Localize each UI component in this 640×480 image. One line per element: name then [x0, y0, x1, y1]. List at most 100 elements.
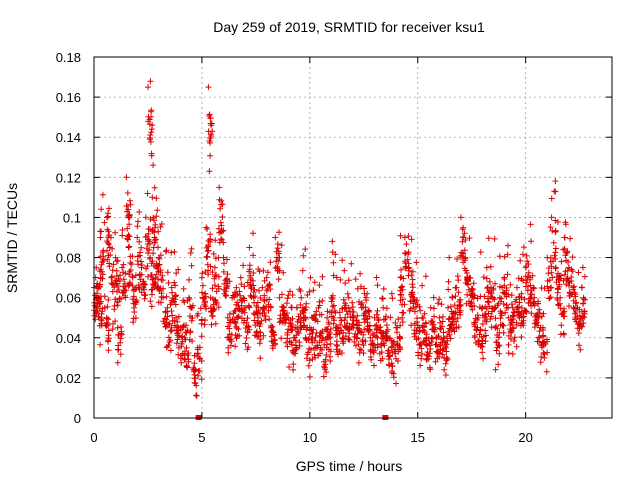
data-point [124, 225, 131, 232]
data-point [145, 226, 152, 232]
data-point [575, 269, 582, 276]
data-point [485, 299, 491, 305]
data-point [183, 322, 190, 329]
data-point [505, 332, 512, 339]
data-point [173, 340, 180, 347]
data-point [105, 347, 112, 354]
data-point [449, 316, 456, 323]
data-point [330, 272, 337, 279]
y-tick-label: 0 [74, 411, 81, 426]
data-point [524, 258, 531, 265]
data-point [238, 297, 245, 304]
data-point [342, 300, 348, 307]
data-point [234, 299, 241, 306]
data-point [106, 205, 112, 212]
data-point [353, 342, 359, 349]
data-point [482, 338, 489, 345]
data-point [108, 274, 115, 281]
data-point [405, 249, 412, 256]
data-point [187, 250, 194, 256]
data-point [147, 138, 154, 145]
plot-border [93, 56, 613, 419]
data-point [212, 296, 218, 303]
data-point [232, 343, 239, 350]
data-point [537, 359, 544, 366]
data-point [181, 299, 188, 306]
data-point [97, 234, 104, 241]
data-point [380, 285, 387, 292]
data-point [417, 307, 424, 314]
data-point [329, 249, 336, 256]
data-point [211, 282, 218, 289]
data-point [245, 344, 252, 351]
data-point [209, 313, 216, 320]
data-point [148, 286, 155, 293]
data-point [386, 353, 393, 360]
data-point [268, 338, 275, 345]
data-point [125, 214, 132, 221]
data-point [535, 334, 542, 341]
data-point [311, 279, 318, 286]
data-point [340, 296, 347, 303]
data-point [441, 339, 448, 346]
data-point [581, 273, 588, 280]
data-point [264, 269, 271, 276]
data-point [228, 338, 235, 345]
data-point [105, 213, 112, 220]
data-point [402, 258, 408, 265]
data-point [220, 227, 227, 234]
data-point [126, 221, 133, 228]
data-point [466, 235, 473, 242]
data-point [337, 314, 344, 321]
data-point [194, 351, 201, 357]
data-point [167, 347, 174, 354]
data-point [168, 308, 175, 314]
data-point [209, 269, 216, 276]
data-point [251, 299, 258, 306]
data-point [551, 252, 558, 259]
data-point [269, 345, 276, 352]
data-point [99, 308, 106, 315]
data-point [407, 305, 414, 312]
data-point [182, 348, 188, 355]
data-point [411, 308, 418, 315]
data-point [111, 284, 118, 291]
data-point [260, 267, 267, 274]
data-point [557, 294, 564, 301]
data-point [374, 307, 381, 314]
data-point [435, 300, 441, 307]
data-point [497, 315, 504, 322]
data-point [112, 254, 119, 261]
data-point [207, 135, 213, 141]
data-point [113, 280, 120, 287]
data-point [246, 262, 253, 269]
data-point [513, 296, 520, 303]
data-point [160, 294, 167, 301]
data-point [114, 288, 120, 295]
data-point [174, 318, 181, 325]
data-point [105, 252, 112, 259]
y-tick-label: 0.12 [56, 170, 81, 185]
data-point [408, 236, 415, 243]
data-point [439, 313, 446, 320]
data-point [275, 258, 282, 265]
data-point [134, 234, 141, 241]
data-point [319, 273, 326, 280]
data-point [457, 311, 464, 318]
data-point [265, 307, 272, 314]
data-point [471, 303, 478, 310]
data-point [157, 224, 164, 230]
data-point [419, 351, 425, 357]
data-point [572, 291, 579, 298]
data-point [235, 305, 242, 312]
data-point [408, 272, 415, 279]
data-point [260, 332, 267, 339]
data-point [224, 271, 231, 278]
data-point [334, 331, 341, 338]
data-point [399, 309, 406, 316]
data-point [561, 308, 568, 315]
data-point [270, 328, 276, 335]
data-point [187, 313, 193, 320]
data-point [125, 244, 132, 251]
data-point [159, 277, 166, 284]
